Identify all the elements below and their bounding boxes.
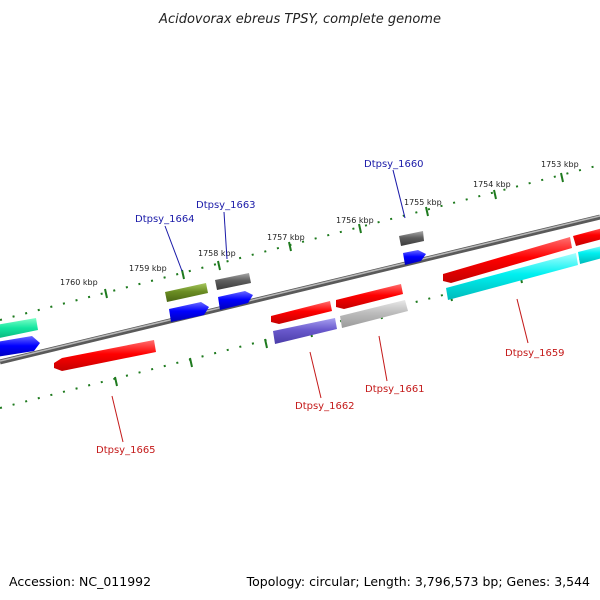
reverse-features xyxy=(54,246,600,371)
gene-label-dtpsy-1664: Dtpsy_1664 xyxy=(135,214,195,225)
kbp-label-1754: 1754 kbp xyxy=(473,180,511,189)
genome-backbone xyxy=(0,214,600,365)
kbp-label-1758: 1758 kbp xyxy=(198,249,236,258)
major-ticks xyxy=(104,172,564,299)
gene-feature-red-3 xyxy=(443,237,572,283)
gene-labels-top: Dtpsy_1664 Dtpsy_1663 Dtpsy_1660 xyxy=(135,159,424,225)
gene-feature-red-1 xyxy=(271,301,332,324)
forward-features xyxy=(0,228,600,357)
gene-label-dtpsy-1659: Dtpsy_1659 xyxy=(505,348,565,359)
gene-feature-blue-1 xyxy=(169,302,209,322)
gene-feature-dtpsy-1664 xyxy=(165,283,208,302)
gene-feature-cyan-right xyxy=(578,246,600,264)
accession-text: Accession: NC_011992 xyxy=(9,574,151,589)
genome-summary-text: Topology: circular; Length: 3,796,573 bp… xyxy=(246,574,590,589)
gene-feature-blue-2 xyxy=(218,291,253,310)
gene-feature-teal-left xyxy=(0,318,38,338)
leader-lines xyxy=(111,169,529,443)
kbp-label-1759: 1759 kbp xyxy=(129,264,167,273)
gene-label-dtpsy-1663: Dtpsy_1663 xyxy=(196,200,256,211)
gene-feature-dtpsy-1662 xyxy=(273,318,337,344)
kbp-label-1756: 1756 kbp xyxy=(336,216,374,225)
kbp-labels: 1760 kbp 1759 kbp 1758 kbp 1757 kbp 1756… xyxy=(60,160,579,287)
gene-feature-dtpsy-1665 xyxy=(54,340,156,371)
gene-feature-red-4 xyxy=(573,228,600,246)
kbp-label-1753: 1753 kbp xyxy=(541,160,579,169)
gene-labels-bottom: Dtpsy_1665 Dtpsy_1662 Dtpsy_1661 Dtpsy_1… xyxy=(96,348,565,456)
kbp-label-1755: 1755 kbp xyxy=(404,198,442,207)
gene-feature-dtpsy-1659 xyxy=(446,253,578,300)
gene-feature-red-2 xyxy=(336,284,403,309)
gene-feature-blue-3 xyxy=(403,250,426,265)
gene-label-dtpsy-1665: Dtpsy_1665 xyxy=(96,445,156,456)
gene-feature-dtpsy-1660 xyxy=(399,231,424,246)
kbp-label-1757: 1757 kbp xyxy=(267,233,305,242)
gene-label-dtpsy-1660: Dtpsy_1660 xyxy=(364,159,424,170)
gene-label-dtpsy-1661: Dtpsy_1661 xyxy=(365,384,425,395)
gene-feature-blue-left xyxy=(0,336,40,357)
gene-feature-dtpsy-1661 xyxy=(340,300,408,328)
gene-feature-dtpsy-1663 xyxy=(215,273,251,290)
gene-label-dtpsy-1662: Dtpsy_1662 xyxy=(295,401,355,412)
kbp-label-1760: 1760 kbp xyxy=(60,278,98,287)
map-title: Acidovorax ebreus TPSY, complete genome xyxy=(158,12,441,27)
